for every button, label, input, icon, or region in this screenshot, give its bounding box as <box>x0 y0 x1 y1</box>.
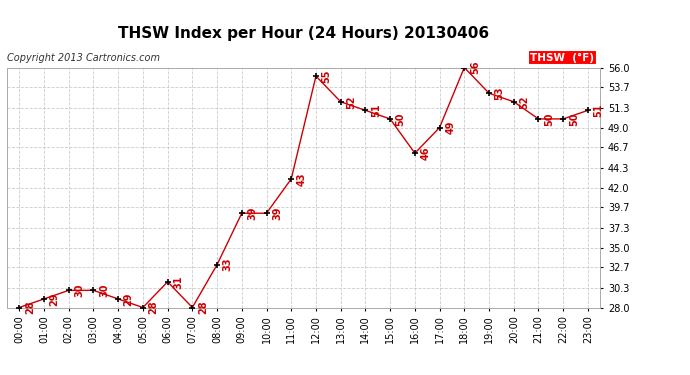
Text: Copyright 2013 Cartronics.com: Copyright 2013 Cartronics.com <box>7 53 160 63</box>
Text: 50: 50 <box>569 112 579 126</box>
Text: 29: 29 <box>50 292 59 306</box>
Text: 43: 43 <box>297 172 307 186</box>
Text: 31: 31 <box>173 275 183 288</box>
Text: 51: 51 <box>593 104 604 117</box>
Text: 33: 33 <box>223 258 233 272</box>
Text: 53: 53 <box>495 87 504 100</box>
Text: 39: 39 <box>272 207 282 220</box>
Text: 29: 29 <box>124 292 134 306</box>
Text: 51: 51 <box>371 104 381 117</box>
Text: 28: 28 <box>25 301 34 314</box>
Text: 50: 50 <box>395 112 406 126</box>
Text: 46: 46 <box>420 147 431 160</box>
Text: 55: 55 <box>322 69 331 83</box>
Text: 56: 56 <box>470 61 480 74</box>
Text: 50: 50 <box>544 112 554 126</box>
Text: 30: 30 <box>75 284 84 297</box>
Text: 28: 28 <box>198 301 208 314</box>
Text: 52: 52 <box>520 95 529 108</box>
Text: THSW Index per Hour (24 Hours) 20130406: THSW Index per Hour (24 Hours) 20130406 <box>118 26 489 41</box>
Text: 49: 49 <box>445 121 455 134</box>
Text: 30: 30 <box>99 284 109 297</box>
Text: THSW  (°F): THSW (°F) <box>531 53 594 63</box>
Text: 39: 39 <box>247 207 257 220</box>
Text: 28: 28 <box>148 301 159 314</box>
Text: 52: 52 <box>346 95 356 108</box>
